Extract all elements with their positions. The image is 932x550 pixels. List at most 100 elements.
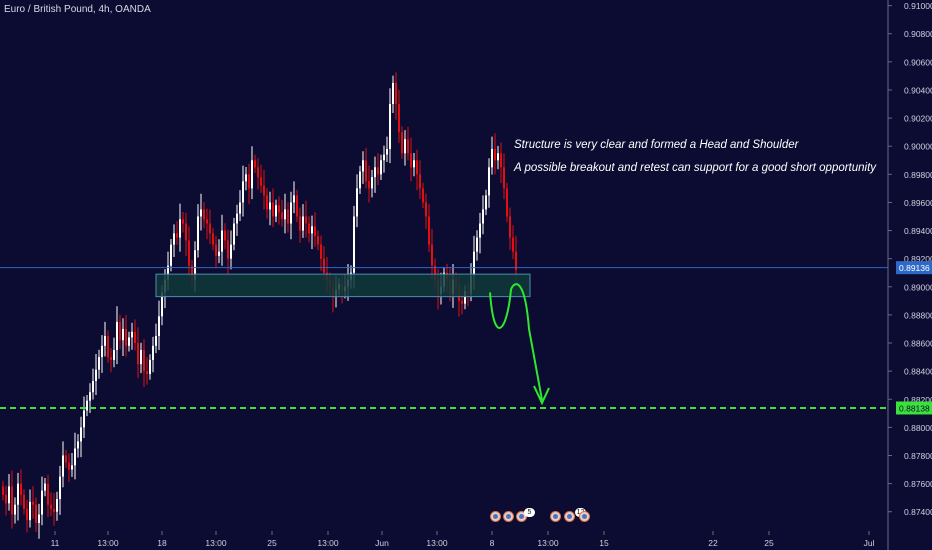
- price-tick-label: 0.89800: [904, 170, 932, 180]
- candle-up: [89, 392, 91, 401]
- candle-down: [50, 504, 52, 509]
- candle-up: [380, 160, 382, 175]
- candle-down: [395, 82, 397, 105]
- candle-up: [149, 359, 151, 374]
- candle-down: [509, 216, 511, 238]
- candle-up: [197, 216, 199, 251]
- candle-up: [362, 160, 364, 172]
- candle-down: [428, 216, 430, 245]
- price-tick-label: 0.88800: [904, 310, 932, 320]
- candle-down: [407, 139, 409, 154]
- candle-up: [269, 202, 271, 210]
- time-tick-label: 13:00: [317, 538, 339, 548]
- candle-up: [413, 160, 415, 168]
- price-tick-label: 0.90800: [904, 29, 932, 39]
- target-price-tag: 0.88138: [899, 403, 930, 413]
- price-tick-label: 0.88000: [904, 423, 932, 433]
- time-tick-label: 8: [490, 538, 495, 548]
- candle-up: [488, 167, 490, 196]
- candle-down: [5, 494, 7, 504]
- candle-up: [41, 490, 43, 515]
- candle-down: [176, 233, 178, 238]
- candle-down: [215, 244, 217, 256]
- price-tick-label: 0.90400: [904, 85, 932, 95]
- price-tick-label: 0.90000: [904, 142, 932, 152]
- candle-up: [218, 251, 220, 256]
- support-zone[interactable]: [155, 273, 531, 298]
- candle-up: [80, 427, 82, 442]
- current-price-tag: 0.89136: [899, 263, 930, 273]
- candle-down: [506, 188, 508, 217]
- candle-up: [170, 244, 172, 266]
- price-tick-label: 0.88600: [904, 339, 932, 349]
- candle-up: [161, 292, 163, 317]
- event-flag-icon[interactable]: [490, 511, 501, 522]
- price-tick-label: 0.89600: [904, 198, 932, 208]
- candle-down: [23, 494, 25, 509]
- candle-down: [47, 483, 49, 505]
- candle-up: [473, 251, 475, 276]
- candle-up: [92, 380, 94, 393]
- candle-up: [302, 216, 304, 231]
- time-tick-label: 13:00: [537, 538, 559, 548]
- candle-down: [209, 223, 211, 234]
- candle-down: [260, 177, 262, 186]
- candle-down: [212, 233, 214, 245]
- candle-down: [281, 212, 283, 220]
- candle-up: [95, 369, 97, 381]
- candle-down: [68, 462, 70, 470]
- candle-down: [257, 167, 259, 178]
- candle-down: [2, 486, 4, 495]
- candle-up: [59, 476, 61, 500]
- candle-down: [266, 195, 268, 210]
- price-tick-label: 0.89400: [904, 226, 932, 236]
- candle-up: [167, 265, 169, 280]
- candle-up: [29, 501, 31, 521]
- candle-up: [116, 321, 118, 351]
- candle-up: [485, 195, 487, 210]
- time-axis[interactable]: 11 13:00 18 13:00 25 13:00 Jun 13:00 8 13:00 15 22 2…: [51, 531, 875, 548]
- candle-up: [74, 448, 76, 466]
- candle-down: [227, 240, 229, 259]
- candle-up: [497, 153, 499, 161]
- candle-down: [296, 195, 298, 217]
- candle-down: [416, 160, 418, 175]
- candle-down: [365, 160, 367, 182]
- price-tags: 0.89136 0.88138: [896, 261, 932, 415]
- event-flag-icon[interactable]: [564, 511, 575, 522]
- candle-up: [383, 154, 385, 161]
- annotation-line-1: Structure is very clear and formed a Hea…: [514, 139, 799, 151]
- event-flag-icon[interactable]: [550, 511, 561, 522]
- candle-up: [44, 483, 46, 491]
- candle-up: [221, 230, 223, 252]
- candle-up: [359, 171, 361, 189]
- candle-down: [512, 237, 514, 252]
- candle-down: [515, 251, 517, 270]
- time-tick-label: 25: [764, 538, 774, 548]
- projection-arrow-head: [533, 385, 550, 406]
- candle-down: [26, 508, 28, 521]
- event-count-badge: 5: [524, 508, 535, 517]
- symbol-title[interactable]: Euro / British Pound, 4h, OANDA: [4, 4, 151, 15]
- candle-up: [245, 174, 247, 182]
- time-tick-label: 22: [708, 538, 718, 548]
- time-tick-label: 13:00: [426, 538, 448, 548]
- candle-down: [206, 219, 208, 224]
- candle-down: [53, 508, 55, 512]
- candle-down: [305, 216, 307, 224]
- candle-down: [494, 149, 496, 161]
- price-tick-label: 0.87600: [904, 479, 932, 489]
- candle-up: [158, 316, 160, 336]
- candle-up: [392, 82, 394, 105]
- candle-down: [503, 167, 505, 189]
- candle-up: [17, 483, 19, 505]
- projection-arrow: [489, 283, 543, 401]
- event-flag-icon[interactable]: [579, 511, 590, 522]
- event-flag-icon[interactable]: [503, 511, 514, 522]
- candle-up: [386, 149, 388, 155]
- candle-down: [119, 321, 121, 341]
- candle-up: [179, 219, 181, 238]
- candle-up: [140, 350, 142, 365]
- price-axis[interactable]: 0.87400 0.87600 0.87800 0.88000 0.88200 0.884…: [888, 1, 932, 517]
